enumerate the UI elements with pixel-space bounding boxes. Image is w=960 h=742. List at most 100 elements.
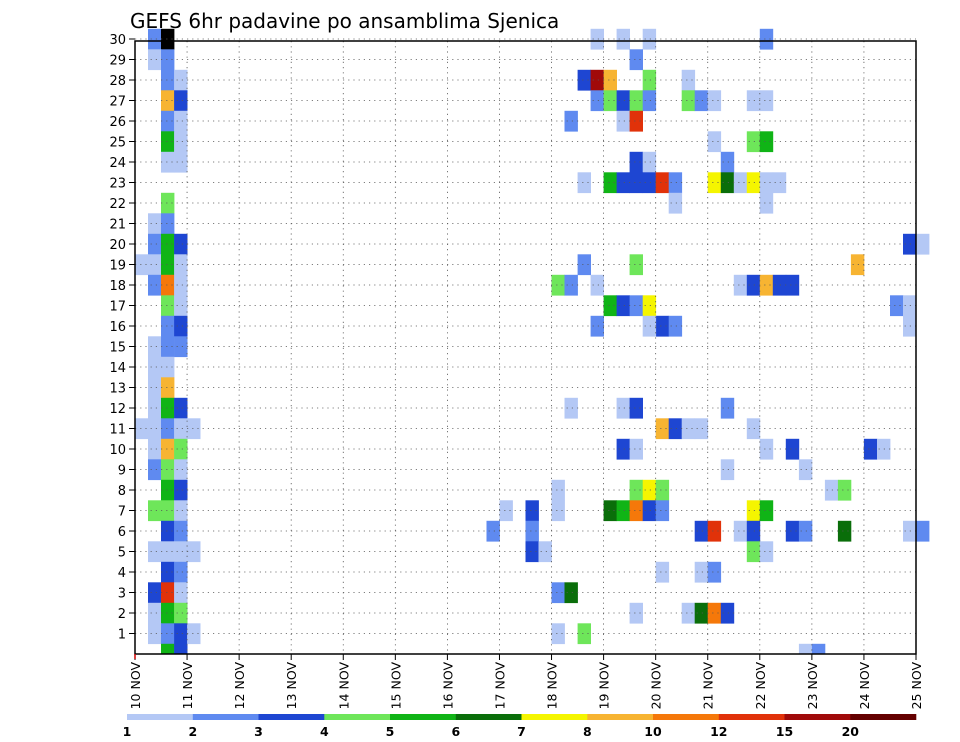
x-tick-label: 23 NOV: [805, 662, 820, 710]
heatmap-cell: [148, 418, 162, 440]
heatmap-cell: [903, 233, 917, 255]
heatmap-cell: [759, 274, 774, 296]
colorbar-label: 10: [644, 724, 662, 739]
heatmap-cell: [603, 295, 617, 317]
heatmap-cell: [161, 192, 175, 214]
heatmap-cell: [590, 315, 604, 337]
heatmap-cell: [903, 520, 917, 542]
heatmap-cell: [161, 377, 175, 399]
heatmap-cell: [187, 418, 201, 440]
heatmap-cell: [187, 541, 201, 563]
heatmap-cell: [707, 520, 722, 542]
heatmap-cell: [148, 356, 162, 378]
heatmap-cell: [746, 172, 761, 194]
heatmap-cell: [642, 69, 657, 91]
heatmap-cell: [642, 500, 657, 522]
heatmap-cell: [603, 90, 617, 112]
heatmap-cell: [174, 131, 188, 153]
heatmap-cell: [811, 643, 826, 655]
heatmap-cell: [551, 582, 565, 604]
heatmap-cell: [772, 172, 787, 194]
heatmap-cell: [759, 172, 774, 194]
y-tick-label: 28: [109, 74, 126, 89]
x-tick-label: 24 NOV: [857, 662, 872, 710]
heatmap-cell: [174, 623, 188, 645]
heatmap-cell: [148, 602, 162, 624]
colorbar-swatch: [324, 714, 391, 720]
heatmap-cell: [668, 192, 683, 214]
heatmap-cell: [564, 274, 578, 296]
heatmap-cell: [824, 479, 839, 501]
chart-title: GEFS 6hr padavine po ansamblima Sjenica: [130, 9, 559, 33]
heatmap-cell: [174, 69, 188, 91]
colorbar-label: 15: [776, 724, 793, 739]
heatmap-cell: [161, 233, 175, 255]
x-tick-label: 21 NOV: [701, 662, 716, 710]
x-tick-label: 12 NOV: [232, 662, 247, 710]
heatmap-cell: [759, 438, 774, 460]
heatmap-cell: [642, 151, 657, 173]
heatmap-cell: [616, 438, 630, 460]
heatmap-cell: [577, 172, 591, 194]
heatmap-cell: [629, 151, 643, 173]
heatmap-cell: [798, 520, 813, 542]
x-tick-label: 15 NOV: [388, 662, 403, 710]
heatmap-cell: [642, 172, 657, 194]
heatmap-cell: [772, 274, 787, 296]
heatmap-cell: [161, 28, 175, 50]
heatmap-cell: [837, 520, 852, 542]
heatmap-cell: [161, 438, 175, 460]
y-tick-label: 14: [109, 361, 126, 376]
heatmap-cell: [148, 397, 162, 419]
heatmap-cell: [616, 295, 630, 317]
heatmap-cell: [720, 602, 735, 624]
heatmap-cell: [161, 90, 175, 112]
heatmap-cell: [694, 520, 709, 542]
y-tick-label: 20: [109, 238, 126, 253]
heatmap-cell: [161, 131, 175, 153]
heatmap-cell: [759, 500, 774, 522]
heatmap-cell: [174, 520, 188, 542]
heatmap-cell: [564, 110, 578, 132]
heatmap-cell: [837, 479, 852, 501]
heatmap-cell: [629, 397, 643, 419]
heatmap-cell: [720, 459, 735, 481]
x-tick-label: 13 NOV: [284, 662, 299, 710]
colorbar-swatch: [258, 714, 325, 720]
colorbar-swatch: [784, 714, 851, 720]
heatmap-cell: [174, 110, 188, 132]
heatmap-cell: [148, 623, 162, 645]
y-tick-label: 5: [118, 546, 126, 561]
gridlines: [135, 38, 916, 654]
heatmap-cell: [850, 254, 865, 276]
heatmap-cell: [759, 90, 774, 112]
y-tick-label: 11: [109, 423, 126, 438]
colorbar-swatch: [587, 714, 654, 720]
x-tick-label: 10 NOV: [128, 662, 143, 710]
heatmap-cell: [161, 397, 175, 419]
heatmap-cell: [694, 418, 709, 440]
heatmap-cell: [174, 397, 188, 419]
y-tick-label: 4: [118, 566, 126, 581]
heatmap-cell: [148, 213, 162, 235]
x-tick-label: 17 NOV: [492, 662, 507, 710]
heatmap-cell: [161, 623, 175, 645]
heatmap-cell: [707, 172, 722, 194]
heatmap-cell: [629, 110, 643, 132]
heatmap-cell: [161, 418, 175, 440]
heatmap-cell: [655, 479, 670, 501]
colorbar-label: 1: [123, 724, 132, 739]
heatmap-cell: [863, 438, 878, 460]
heatmap-cell: [720, 151, 735, 173]
heatmap-cell: [499, 500, 513, 522]
colorbar-swatch: [127, 714, 193, 720]
heatmap-cell: [551, 274, 565, 296]
heatmap-cell: [603, 500, 617, 522]
heatmap-cell: [668, 418, 683, 440]
colorbar-swatch: [521, 714, 588, 720]
y-tick-label: 12: [109, 402, 126, 417]
heatmap-cell: [161, 602, 175, 624]
y-tick-label: 23: [109, 177, 126, 192]
heatmap-cell: [174, 643, 188, 655]
